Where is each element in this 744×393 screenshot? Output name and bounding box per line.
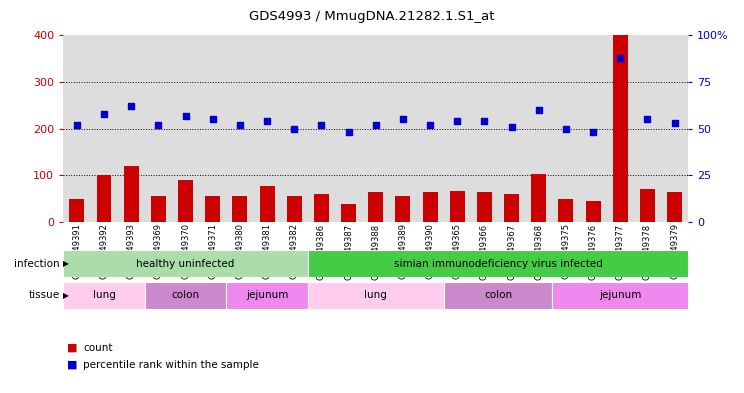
Point: [533, 107, 545, 113]
Bar: [395, 196, 411, 222]
Bar: [552, 35, 580, 222]
Bar: [260, 185, 275, 222]
Point: [452, 118, 464, 124]
Bar: [389, 35, 417, 222]
Bar: [552, 282, 688, 309]
Bar: [580, 35, 606, 222]
Text: colon: colon: [171, 290, 199, 300]
Bar: [661, 35, 688, 222]
Point: [641, 116, 653, 123]
Text: lung: lung: [92, 290, 115, 300]
Bar: [477, 192, 492, 222]
Point: [370, 122, 382, 128]
Point: [71, 122, 83, 128]
Bar: [145, 35, 172, 222]
Bar: [308, 35, 335, 222]
Bar: [314, 194, 329, 222]
Bar: [471, 35, 498, 222]
Bar: [362, 35, 389, 222]
Text: jejunum: jejunum: [599, 290, 641, 300]
Bar: [525, 35, 552, 222]
Bar: [118, 35, 145, 222]
Bar: [63, 250, 308, 277]
Bar: [634, 35, 661, 222]
Text: colon: colon: [484, 290, 512, 300]
Point: [587, 129, 599, 136]
Text: jejunum: jejunum: [246, 290, 288, 300]
Point: [669, 120, 681, 126]
Bar: [368, 192, 383, 222]
Bar: [443, 282, 552, 309]
Bar: [504, 194, 519, 222]
Bar: [172, 35, 199, 222]
Bar: [63, 35, 91, 222]
Bar: [145, 282, 226, 309]
Bar: [667, 192, 682, 222]
Text: lung: lung: [365, 290, 387, 300]
Point: [424, 122, 436, 128]
Bar: [498, 35, 525, 222]
Bar: [606, 35, 634, 222]
Bar: [226, 282, 308, 309]
Point: [615, 55, 626, 61]
Bar: [531, 174, 546, 222]
Point: [315, 122, 327, 128]
Bar: [308, 250, 688, 277]
Bar: [423, 192, 437, 222]
Bar: [280, 35, 308, 222]
Bar: [151, 196, 166, 222]
Bar: [205, 196, 220, 222]
Text: infection: infection: [14, 259, 60, 269]
Point: [288, 125, 300, 132]
Bar: [69, 199, 84, 222]
Point: [207, 116, 219, 123]
Point: [98, 111, 110, 117]
Point: [342, 129, 354, 136]
Bar: [640, 189, 655, 222]
Bar: [335, 35, 362, 222]
Point: [125, 103, 137, 109]
Point: [153, 122, 164, 128]
Bar: [586, 201, 600, 222]
Bar: [417, 35, 443, 222]
Point: [506, 124, 518, 130]
Point: [179, 112, 191, 119]
Bar: [286, 196, 301, 222]
Bar: [308, 282, 443, 309]
Bar: [450, 191, 465, 222]
Point: [560, 125, 572, 132]
Text: tissue: tissue: [28, 290, 60, 300]
Bar: [341, 204, 356, 222]
Bar: [91, 35, 118, 222]
Text: count: count: [83, 343, 113, 353]
Bar: [63, 282, 145, 309]
Bar: [226, 35, 254, 222]
Bar: [178, 180, 193, 222]
Text: ■: ■: [67, 360, 77, 370]
Text: healthy uninfected: healthy uninfected: [136, 259, 234, 269]
Bar: [97, 175, 112, 222]
Text: ▶: ▶: [62, 259, 68, 268]
Point: [478, 118, 490, 124]
Point: [261, 118, 273, 124]
Bar: [559, 199, 574, 222]
Bar: [232, 196, 247, 222]
Bar: [199, 35, 226, 222]
Bar: [613, 35, 628, 222]
Text: GDS4993 / MmugDNA.21282.1.S1_at: GDS4993 / MmugDNA.21282.1.S1_at: [249, 10, 495, 23]
Bar: [124, 166, 138, 222]
Point: [234, 122, 246, 128]
Text: ▶: ▶: [62, 291, 68, 299]
Bar: [254, 35, 280, 222]
Bar: [443, 35, 471, 222]
Point: [397, 116, 409, 123]
Text: percentile rank within the sample: percentile rank within the sample: [83, 360, 259, 370]
Text: simian immunodeficiency virus infected: simian immunodeficiency virus infected: [394, 259, 603, 269]
Text: ■: ■: [67, 343, 77, 353]
